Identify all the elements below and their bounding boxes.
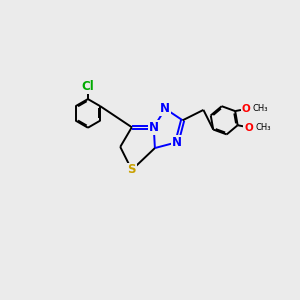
Text: Cl: Cl xyxy=(82,80,94,93)
Text: N: N xyxy=(160,102,170,115)
Text: S: S xyxy=(128,164,136,176)
Text: N: N xyxy=(149,121,159,134)
Text: O: O xyxy=(244,122,253,133)
Text: CH₃: CH₃ xyxy=(253,104,268,113)
Text: O: O xyxy=(242,104,250,114)
Text: CH₃: CH₃ xyxy=(256,123,271,132)
Text: N: N xyxy=(172,136,182,149)
